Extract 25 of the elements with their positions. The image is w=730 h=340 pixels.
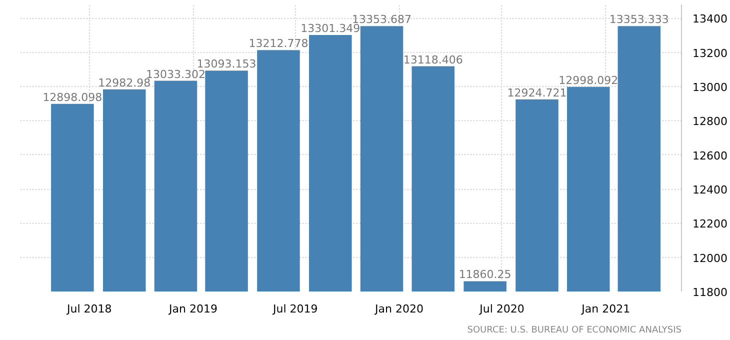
data-label: 11860.25 bbox=[458, 268, 512, 282]
data-label: 13301.349 bbox=[300, 22, 360, 36]
data-label: 13212.778 bbox=[248, 37, 308, 50]
x-tick-label: Jan 2020 bbox=[374, 302, 424, 316]
data-label: 12924.721 bbox=[507, 86, 567, 100]
x-tick-label: Jul 2020 bbox=[478, 302, 524, 316]
data-label: 13353.333 bbox=[609, 13, 669, 26]
source-note: SOURCE: U.S. BUREAU OF ECONOMIC ANALYSIS bbox=[467, 326, 682, 336]
y-tick-label: 13200 bbox=[692, 46, 728, 60]
x-tick-label: Jul 2019 bbox=[272, 302, 318, 316]
y-tick-label: 12000 bbox=[692, 252, 728, 265]
x-tick-label: Jan 2021 bbox=[580, 302, 630, 316]
x-tick-label: Jul 2018 bbox=[66, 302, 112, 316]
x-tick-label: Jan 2019 bbox=[168, 302, 218, 316]
y-tick-label: 12400 bbox=[692, 184, 728, 196]
y-tick-label: 11800 bbox=[692, 286, 728, 299]
y-tick-label: 13400 bbox=[692, 12, 728, 26]
y-tick-label: 12600 bbox=[692, 149, 728, 162]
data-label: 12898.098 bbox=[42, 90, 102, 104]
data-label: 12998.092 bbox=[558, 74, 618, 87]
data-label: 13118.406 bbox=[403, 53, 463, 66]
y-tick-label: 12200 bbox=[692, 218, 728, 231]
data-label: 13093.153 bbox=[196, 58, 256, 71]
y-tick-label: 12800 bbox=[692, 115, 728, 128]
y-tick-label: 13000 bbox=[692, 81, 728, 94]
